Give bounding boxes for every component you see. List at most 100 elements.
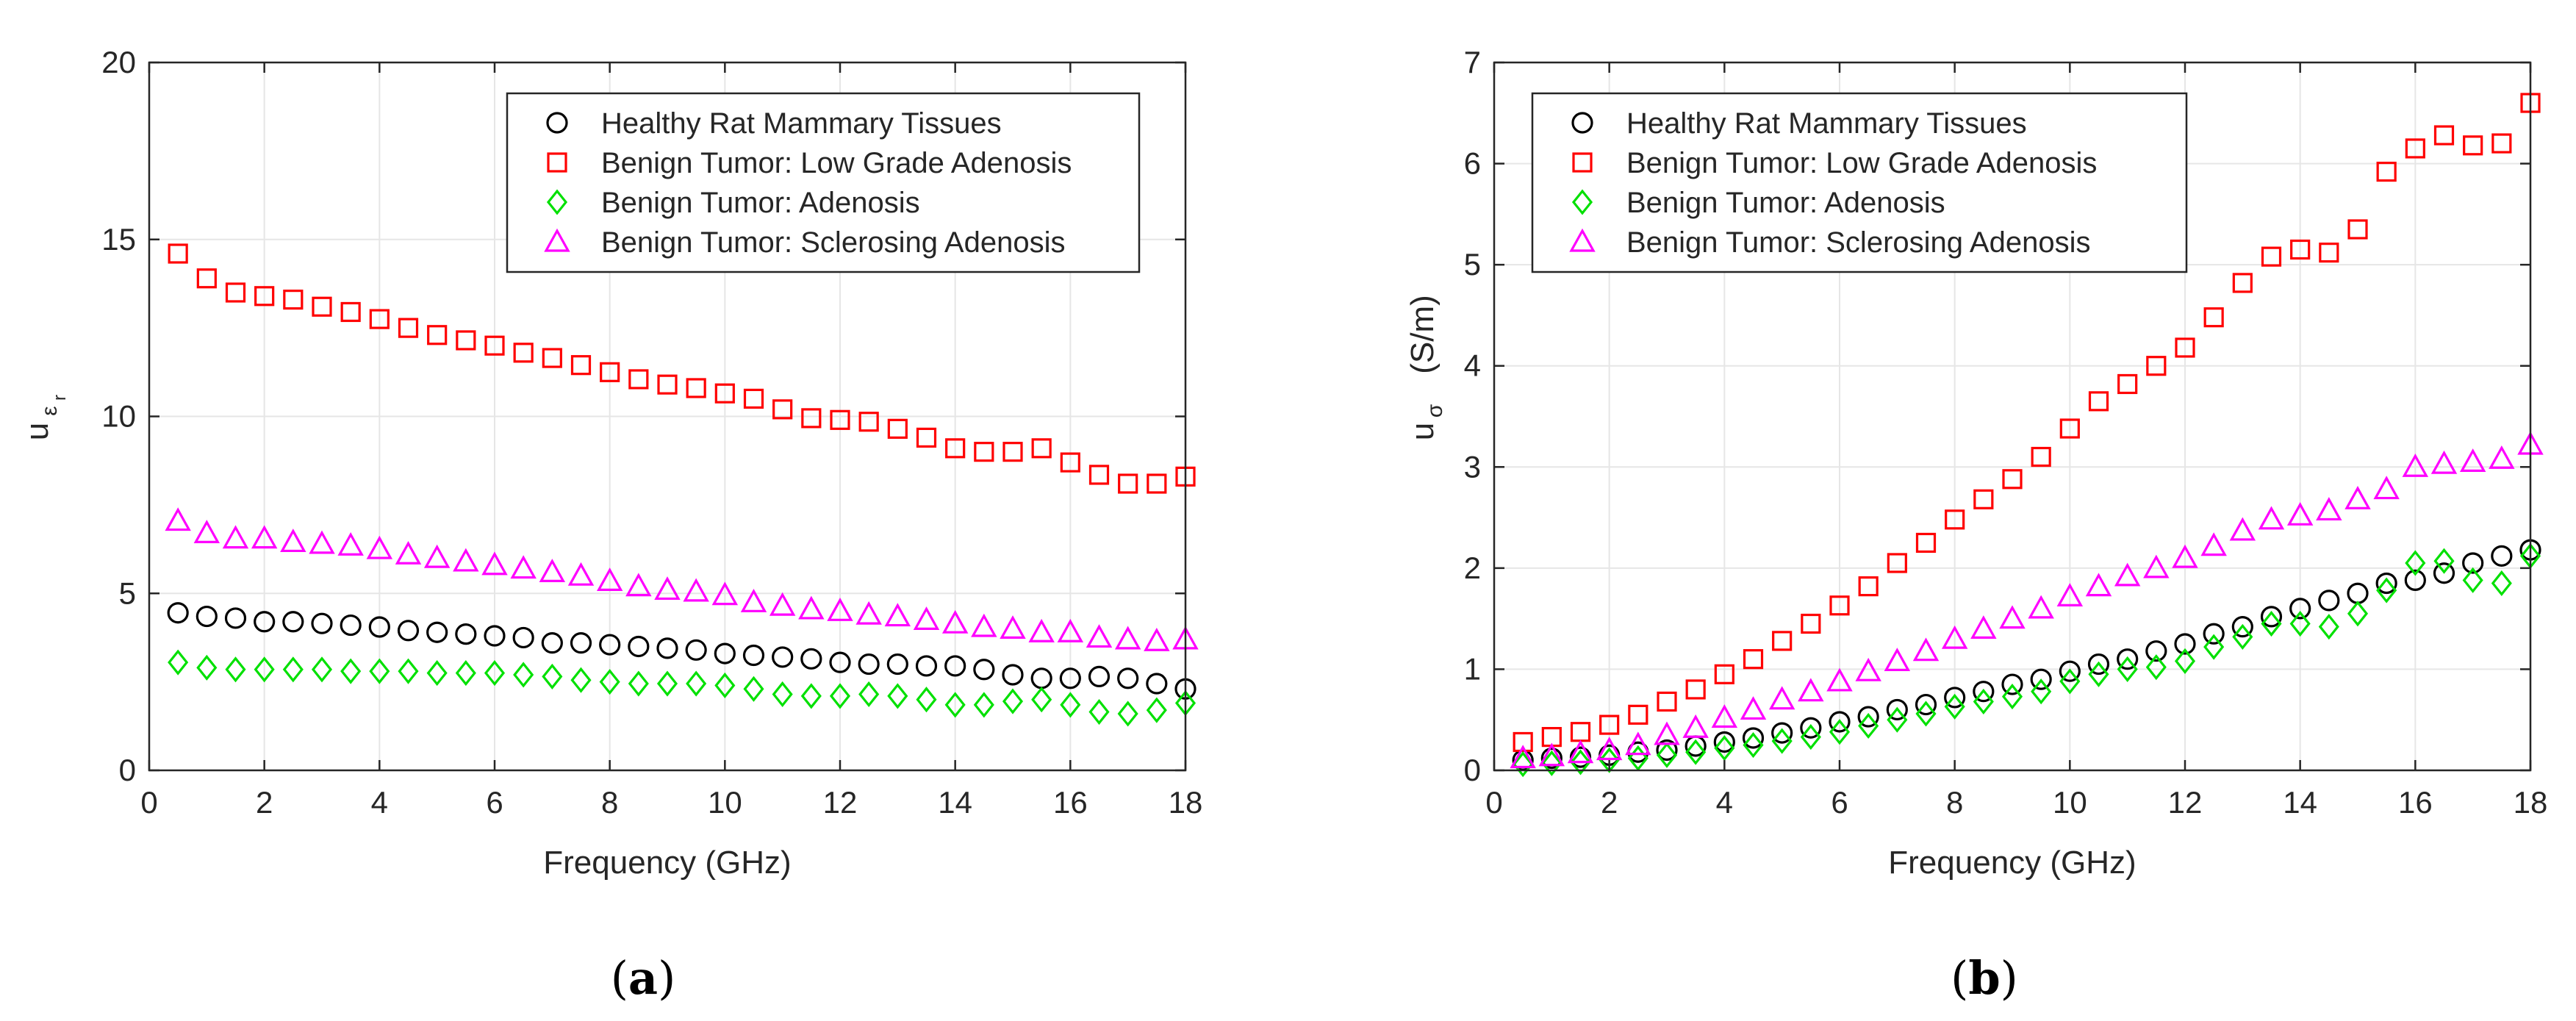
data-point-benign-tumor-low-grade-adenosis xyxy=(1513,731,1533,753)
data-point-healthy-rat-mammary-tissues xyxy=(1800,717,1822,739)
data-point-benign-tumor-low-grade-adenosis xyxy=(2405,138,2425,159)
data-point-benign-tumor-low-grade-adenosis xyxy=(1743,649,1764,670)
data-point-benign-tumor-adenosis xyxy=(1771,728,1793,754)
data-point-benign-tumor-low-grade-adenosis xyxy=(2203,307,2224,328)
data-point-benign-tumor-adenosis xyxy=(656,670,678,697)
data-point-benign-tumor-adenosis xyxy=(570,667,592,693)
y-tick-label-a: 0 xyxy=(119,753,136,787)
data-point-benign-tumor-sclerosing-adenosis xyxy=(337,531,364,556)
data-point-benign-tumor-adenosis xyxy=(2462,567,2483,593)
data-point-benign-tumor-adenosis xyxy=(369,658,390,684)
data-point-benign-tumor-low-grade-adenosis xyxy=(542,348,562,368)
data-point-benign-tumor-low-grade-adenosis xyxy=(974,442,994,462)
data-point-benign-tumor-sclerosing-adenosis xyxy=(1798,678,1824,702)
data-point-benign-tumor-sclerosing-adenosis xyxy=(2402,453,2429,477)
data-point-benign-tumor-low-grade-adenosis xyxy=(1031,438,1052,459)
data-point-benign-tumor-adenosis xyxy=(2405,550,2426,576)
data-point-healthy-rat-mammary-tissues xyxy=(1829,711,1851,733)
data-point-benign-tumor-adenosis xyxy=(168,649,189,676)
panel-label-a: (a) xyxy=(611,951,676,1005)
data-point-benign-tumor-adenosis xyxy=(973,692,994,718)
y-tick-label-b: 0 xyxy=(1464,753,1481,787)
data-point-healthy-rat-mammary-tissues xyxy=(254,611,276,633)
data-point-healthy-rat-mammary-tissues xyxy=(1059,667,1081,689)
data-point-healthy-rat-mammary-tissues xyxy=(1146,673,1168,695)
data-point-benign-tumor-low-grade-adenosis xyxy=(225,282,246,303)
x-tick-label-a: 14 xyxy=(938,785,972,820)
data-point-benign-tumor-adenosis xyxy=(1088,698,1110,726)
data-point-benign-tumor-adenosis xyxy=(887,683,908,709)
data-point-benign-tumor-adenosis xyxy=(426,660,448,687)
data-point-benign-tumor-low-grade-adenosis xyxy=(1088,465,1110,485)
data-point-benign-tumor-sclerosing-adenosis xyxy=(1941,625,1968,649)
data-point-benign-tumor-sclerosing-adenosis xyxy=(2229,517,2256,541)
data-point-benign-tumor-adenosis xyxy=(829,683,851,709)
data-point-benign-tumor-adenosis xyxy=(196,654,218,681)
data-point-healthy-rat-mammary-tissues xyxy=(1742,727,1765,749)
x-tick-label-b: 12 xyxy=(2168,785,2203,820)
legend-marker-benign-tumor-adenosis xyxy=(1571,189,1593,215)
legend-label-benign-tumor-sclerosing-adenosis: Benign Tumor: Sclerosing Adenosis xyxy=(1626,226,2090,259)
x-axis-label-a: Frequency (GHz) xyxy=(543,845,791,881)
series-healthy-rat-mammary-tissues-b xyxy=(1512,539,2541,771)
data-point-healthy-rat-mammary-tissues xyxy=(858,653,880,676)
y-tick-label-b: 3 xyxy=(1464,449,1481,484)
data-point-healthy-rat-mammary-tissues xyxy=(2087,653,2110,676)
data-point-healthy-rat-mammary-tissues xyxy=(1117,667,1139,689)
data-point-healthy-rat-mammary-tissues xyxy=(1771,722,1793,744)
data-point-benign-tumor-sclerosing-adenosis xyxy=(2114,562,2141,587)
data-point-benign-tumor-adenosis xyxy=(2145,654,2167,681)
data-point-benign-tumor-adenosis xyxy=(1570,749,1591,775)
ticks-a: 0 2 4 6 8 10 12 14 16 18 0 5 10 15 20 xyxy=(101,45,1202,820)
y-axis-label-a-sub: ε xyxy=(37,406,62,415)
data-point-benign-tumor-sclerosing-adenosis xyxy=(539,559,566,582)
data-point-benign-tumor-sclerosing-adenosis xyxy=(2143,554,2170,578)
data-point-healthy-rat-mammary-tissues xyxy=(1656,739,1678,762)
data-point-benign-tumor-adenosis xyxy=(1146,697,1167,723)
data-point-benign-tumor-sclerosing-adenosis xyxy=(1711,704,1738,728)
data-point-benign-tumor-sclerosing-adenosis xyxy=(395,540,422,565)
data-point-benign-tumor-sclerosing-adenosis xyxy=(2286,502,2314,526)
data-point-healthy-rat-mammary-tissues xyxy=(1540,747,1563,770)
x-tick-label-b: 10 xyxy=(2053,785,2087,820)
data-point-benign-tumor-adenosis xyxy=(599,669,620,695)
data-point-benign-tumor-adenosis xyxy=(2001,684,2023,710)
data-point-benign-tumor-adenosis xyxy=(2232,623,2253,650)
data-point-benign-tumor-sclerosing-adenosis xyxy=(1028,618,1055,642)
x-tick-label-a: 12 xyxy=(823,785,858,820)
y-tick-label-a: 10 xyxy=(101,399,136,434)
data-point-benign-tumor-low-grade-adenosis xyxy=(945,438,966,459)
y-axis-label-b-main: u xyxy=(1404,423,1441,440)
series-benign-tumor-low-grade-adenosis-b xyxy=(1513,93,2541,753)
data-point-benign-tumor-low-grade-adenosis xyxy=(830,409,850,430)
data-point-benign-tumor-adenosis xyxy=(1541,750,1563,776)
data-point-benign-tumor-sclerosing-adenosis xyxy=(1538,742,1565,767)
data-point-benign-tumor-sclerosing-adenosis xyxy=(827,598,853,621)
data-point-benign-tumor-adenosis xyxy=(2174,648,2196,674)
data-point-benign-tumor-low-grade-adenosis xyxy=(168,243,188,264)
data-point-healthy-rat-mammary-tissues xyxy=(195,605,218,628)
y-tick-label-a: 5 xyxy=(119,576,136,610)
data-point-healthy-rat-mammary-tissues xyxy=(685,639,707,661)
data-point-benign-tumor-sclerosing-adenosis xyxy=(625,573,652,597)
data-point-healthy-rat-mammary-tissues xyxy=(1915,693,1937,716)
panel-letter-b: b xyxy=(1968,951,2000,1005)
data-point-benign-tumor-sclerosing-adenosis xyxy=(683,578,709,602)
x-tick-label-b: 16 xyxy=(2398,785,2433,820)
data-point-healthy-rat-mammary-tissues xyxy=(1088,665,1111,688)
legend-label-benign-tumor-adenosis: Benign Tumor: Adenosis xyxy=(1626,187,1945,219)
y-axis-label-a-subsub: r xyxy=(50,395,70,401)
data-point-benign-tumor-low-grade-adenosis xyxy=(887,418,908,439)
y-axis-label-a: u ε r xyxy=(19,395,70,440)
data-point-benign-tumor-sclerosing-adenosis xyxy=(855,601,882,625)
data-point-benign-tumor-adenosis xyxy=(2059,668,2081,695)
data-point-healthy-rat-mammary-tissues xyxy=(397,620,420,642)
data-point-benign-tumor-low-grade-adenosis xyxy=(196,268,217,289)
y-tick-label-b: 6 xyxy=(1464,146,1481,181)
data-point-benign-tumor-adenosis xyxy=(858,681,880,708)
data-point-benign-tumor-low-grade-adenosis xyxy=(1002,442,1023,462)
data-point-benign-tumor-sclerosing-adenosis xyxy=(1000,615,1026,640)
data-point-healthy-rat-mammary-tissues xyxy=(800,648,822,670)
